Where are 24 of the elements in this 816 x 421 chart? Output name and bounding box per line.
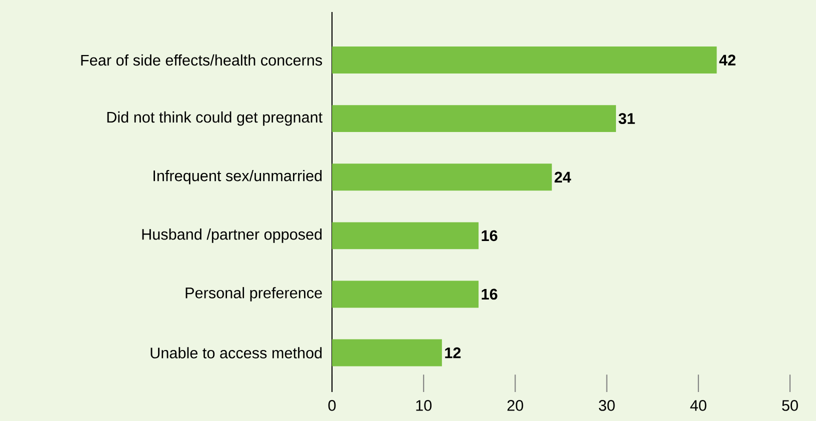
y-tick-label: Fear of side effects/health concerns bbox=[81, 54, 322, 66]
bar bbox=[332, 164, 552, 191]
x-tick-label: 0 bbox=[328, 400, 336, 411]
bar bbox=[332, 280, 479, 308]
y-tick-label: Unable to access method bbox=[150, 347, 322, 358]
y-tick-label: Infrequent sex/unmarried bbox=[154, 170, 322, 184]
data-label: 12 bbox=[445, 347, 461, 358]
data-label: 16 bbox=[482, 230, 498, 242]
x-tick-label: 30 bbox=[598, 400, 615, 411]
bar bbox=[332, 222, 479, 250]
data-label: 31 bbox=[618, 113, 635, 124]
x-tick-label: 50 bbox=[782, 400, 798, 411]
data-label: 16 bbox=[482, 288, 498, 300]
data-label: 24 bbox=[554, 172, 572, 182]
y-tick-label: Did not think could get pregnant bbox=[107, 111, 322, 126]
data-label: 42 bbox=[719, 54, 736, 66]
x-tick-label: 20 bbox=[507, 400, 524, 411]
y-tick-label: Husband /partner opposed bbox=[142, 228, 322, 243]
bar bbox=[332, 105, 616, 132]
x-tick-label: 40 bbox=[690, 400, 706, 411]
bar bbox=[332, 46, 717, 74]
bar bbox=[332, 339, 442, 366]
y-tick-label: Personal preference bbox=[186, 287, 322, 302]
x-tick-label: 10 bbox=[416, 400, 432, 411]
